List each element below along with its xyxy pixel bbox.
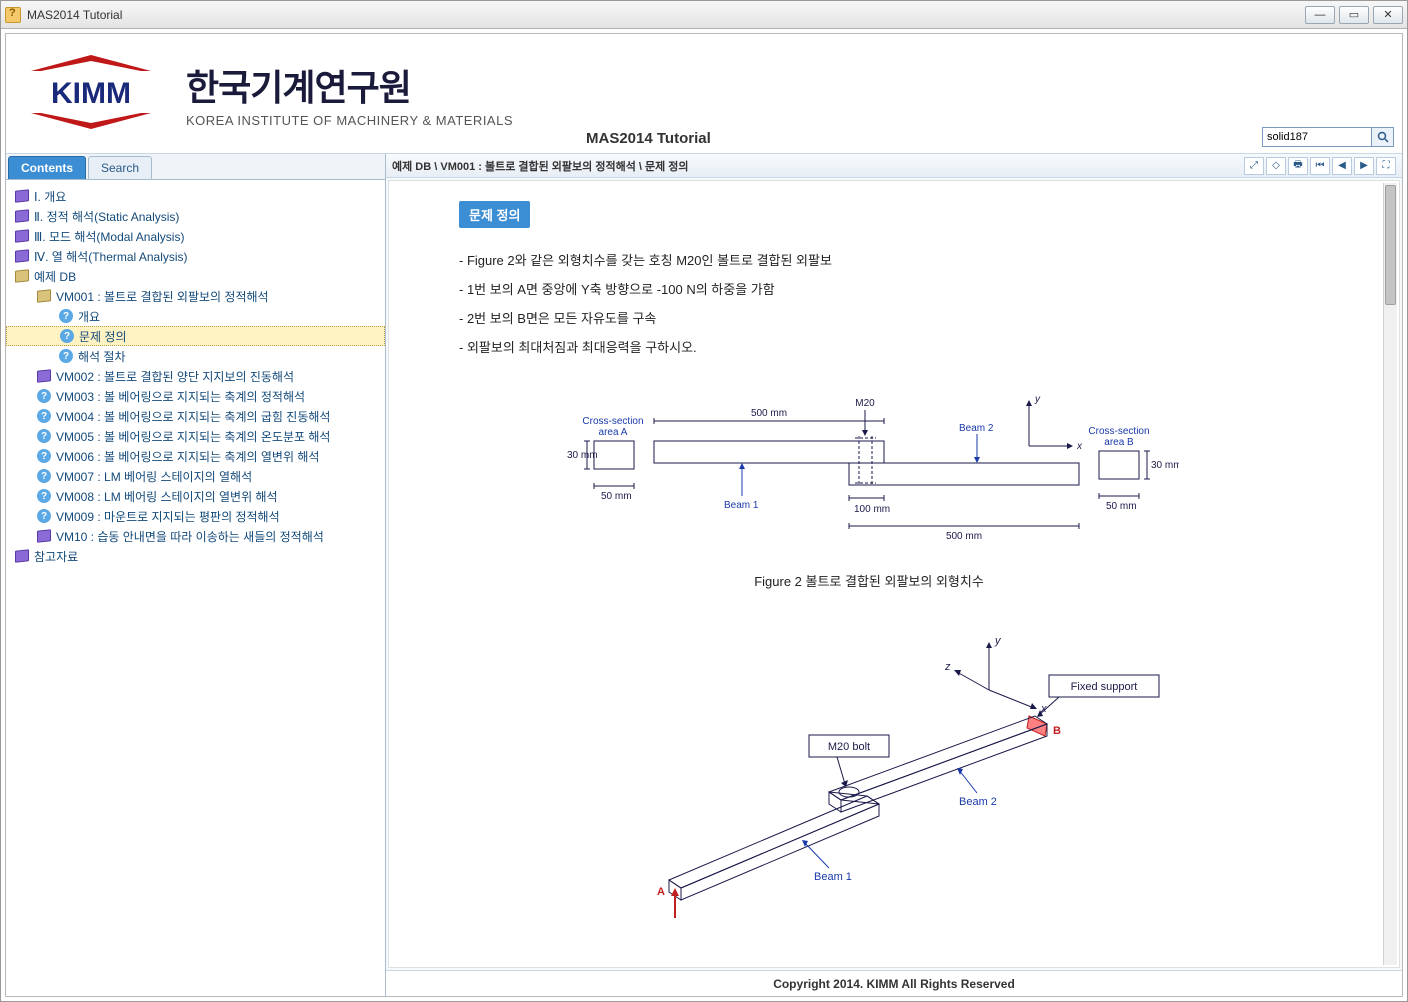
svg-text:x: x [1076,441,1083,452]
tree-item-vm006[interactable]: ?VM006 : 볼 베어링으로 지지되는 축계의 열변위 해석 [6,446,385,466]
tab-search[interactable]: Search [88,156,152,179]
problem-line-3: - 2번 보의 B면은 모든 자유도를 구속 [459,308,1279,327]
tree-item-vm001-problem[interactable]: ?문제 정의 [6,326,385,346]
logo-kr: 한국기계연구원 [186,59,513,111]
search-area [1262,127,1394,147]
problem-line-2: - 1번 보의 A면 중앙에 Y축 방향으로 -100 N의 하중을 가함 [459,279,1279,298]
tree-item-thermal[interactable]: Ⅳ. 열 해석(Thermal Analysis) [6,246,385,266]
svg-text:30 mm: 30 mm [567,450,598,461]
search-button[interactable] [1372,127,1394,147]
tree-item-vm001-overview[interactable]: ?개요 [6,306,385,326]
svg-text:Cross-section: Cross-section [1088,426,1149,437]
svg-text:100 mm: 100 mm [854,504,890,515]
body-split: Contents Search Ⅰ. 개요 Ⅱ. 정적 해석(Static An… [6,154,1402,996]
problem-statements: - Figure 2와 같은 외형치수를 갖는 호칭 M20인 볼트로 결합된 … [459,250,1279,356]
toolbar-next-button[interactable]: ▶ [1354,157,1374,175]
logo-area: KIMM 한국기계연구원 KOREA INSTITUTE OF MACHINER… [16,46,513,141]
close-button[interactable]: ✕ [1373,6,1403,24]
toolbar-print-button[interactable]: 🖶 [1288,157,1308,175]
breadcrumb: 예제 DB \ VM001 : 볼트로 결합된 외팔보의 정적해석 \ 문제 정… [392,158,689,174]
tree-item-vm004[interactable]: ?VM004 : 볼 베어링으로 지지되는 축계의 굽힘 진동해석 [6,406,385,426]
scrollbar[interactable] [1383,183,1397,965]
svg-text:M20: M20 [855,398,875,409]
svg-text:Cross-section: Cross-section [582,416,643,427]
section-badge: 문제 정의 [459,201,530,228]
tree-item-vm002[interactable]: VM002 : 볼트로 결합된 양단 지지보의 진동해석 [6,366,385,386]
svg-text:area B: area B [1104,437,1134,448]
main-pane: 예제 DB \ VM001 : 볼트로 결합된 외팔보의 정적해석 \ 문제 정… [386,154,1402,996]
tree-item-vm010[interactable]: VM10 : 습동 안내면을 따라 이송하는 새들의 정적해석 [6,526,385,546]
article-body: 문제 정의 - Figure 2와 같은 외형치수를 갖는 호칭 M20인 볼트… [388,180,1400,968]
tree-item-vm001[interactable]: VM001 : 볼트로 결합된 외팔보의 정적해석 [6,286,385,306]
svg-text:B: B [1053,725,1061,737]
header-banner: KIMM 한국기계연구원 KOREA INSTITUTE OF MACHINER… [6,34,1402,154]
search-input[interactable] [1262,127,1372,147]
sidebar-tabs: Contents Search [6,154,385,180]
toolbar-first-button[interactable]: ⏮ [1310,157,1330,175]
copyright: Copyright 2014. KIMM All Rights Reserved [773,977,1015,991]
tree-item-vm008[interactable]: ?VM008 : LM 베어링 스테이지의 열변위 해석 [6,486,385,506]
window-title: MAS2014 Tutorial [27,8,122,22]
svg-text:Fixed support: Fixed support [1071,681,1138,693]
svg-text:Beam 1: Beam 1 [814,871,852,883]
svg-text:M20 bolt: M20 bolt [828,741,870,753]
content-toolbar: ⤢ ◇ 🖶 ⏮ ◀ ▶ ⛶ [1244,157,1396,175]
toolbar-sync-button[interactable]: ◇ [1266,157,1286,175]
tree-item-modal[interactable]: Ⅲ. 모드 해석(Modal Analysis) [6,226,385,246]
title-bar: MAS2014 Tutorial — ▭ ✕ [1,1,1407,29]
svg-text:50 mm: 50 mm [601,491,632,502]
svg-text:30 mm: 30 mm [1151,460,1179,471]
tree-item-vm005[interactable]: ?VM005 : 볼 베어링으로 지지되는 축계의 온도분포 해석 [6,426,385,446]
figure-2-caption: Figure 2 볼트로 결합된 외팔보의 외형치수 [459,571,1279,590]
window-controls: — ▭ ✕ [1305,6,1403,24]
toolbar-prev-button[interactable]: ◀ [1332,157,1352,175]
svg-text:500 mm: 500 mm [751,408,787,419]
svg-text:z: z [944,661,951,673]
tree-item-reference[interactable]: 참고자료 [6,546,385,566]
svg-text:500 mm: 500 mm [946,531,982,542]
tree-item-db[interactable]: 예제 DB [6,266,385,286]
svg-text:Beam 2: Beam 2 [959,423,994,434]
logo-kimm-text: KIMM [51,77,131,110]
logo-en: KOREA INSTITUTE OF MACHINERY & MATERIALS [186,113,513,128]
logo-text-block: 한국기계연구원 KOREA INSTITUTE OF MACHINERY & M… [186,59,513,128]
sidebar: Contents Search Ⅰ. 개요 Ⅱ. 정적 해석(Static An… [6,154,386,996]
svg-text:A: A [657,886,665,898]
svg-text:y: y [994,635,1002,647]
problem-line-1: - Figure 2와 같은 외형치수를 갖는 호칭 M20인 볼트로 결합된 … [459,250,1279,269]
toolbar-expand-button[interactable]: ⤢ [1244,157,1264,175]
problem-line-4: - 외팔보의 최대처짐과 최대응력을 구하시오. [459,337,1279,356]
app-window: MAS2014 Tutorial — ▭ ✕ KIMM 한국기계연구원 KORE… [0,0,1408,1002]
tab-contents[interactable]: Contents [8,156,86,179]
maximize-button[interactable]: ▭ [1339,6,1369,24]
tree-item-vm009[interactable]: ?VM009 : 마운트로 지지되는 평판의 정적해석 [6,506,385,526]
minimize-button[interactable]: — [1305,6,1335,24]
breadcrumb-bar: 예제 DB \ VM001 : 볼트로 결합된 외팔보의 정적해석 \ 문제 정… [386,154,1402,178]
tree-item-vm007[interactable]: ?VM007 : LM 베어링 스테이지의 열해석 [6,466,385,486]
svg-text:Beam 1: Beam 1 [724,500,759,511]
toolbar-fullscreen-button[interactable]: ⛶ [1376,157,1396,175]
tree-item-vm001-procedure[interactable]: ?해석 절차 [6,346,385,366]
figure-3: y x z Fixed support [459,630,1279,923]
footer: Copyright 2014. KIMM All Rights Reserved [386,970,1402,996]
app-icon [5,7,21,23]
tree-item-vm003[interactable]: ?VM003 : 볼 베어링으로 지지되는 축계의 정적해석 [6,386,385,406]
tree-item-overview[interactable]: Ⅰ. 개요 [6,186,385,206]
kimm-logo-mark: KIMM [16,46,166,141]
svg-text:50 mm: 50 mm [1106,501,1137,512]
svg-text:Beam 2: Beam 2 [959,796,997,808]
nav-tree: Ⅰ. 개요 Ⅱ. 정적 해석(Static Analysis) Ⅲ. 모드 해석… [6,180,385,996]
content-frame: KIMM 한국기계연구원 KOREA INSTITUTE OF MACHINER… [5,33,1403,997]
svg-text:area A: area A [599,427,628,438]
tree-item-static[interactable]: Ⅱ. 정적 해석(Static Analysis) [6,206,385,226]
app-title: MAS2014 Tutorial [586,130,711,147]
figure-2: Cross-section area A 30 mm 50 mm [459,386,1279,590]
svg-text:y: y [1034,394,1041,405]
